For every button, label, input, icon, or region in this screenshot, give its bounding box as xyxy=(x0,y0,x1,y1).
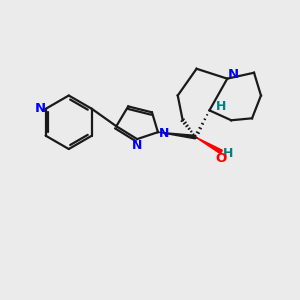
Text: N: N xyxy=(228,68,239,81)
Text: H: H xyxy=(223,148,233,160)
Polygon shape xyxy=(196,137,222,154)
Polygon shape xyxy=(158,132,196,139)
Text: N: N xyxy=(159,127,169,140)
Text: O: O xyxy=(216,152,227,165)
Text: N: N xyxy=(132,139,142,152)
Text: N: N xyxy=(35,102,46,116)
Text: H: H xyxy=(216,100,226,113)
